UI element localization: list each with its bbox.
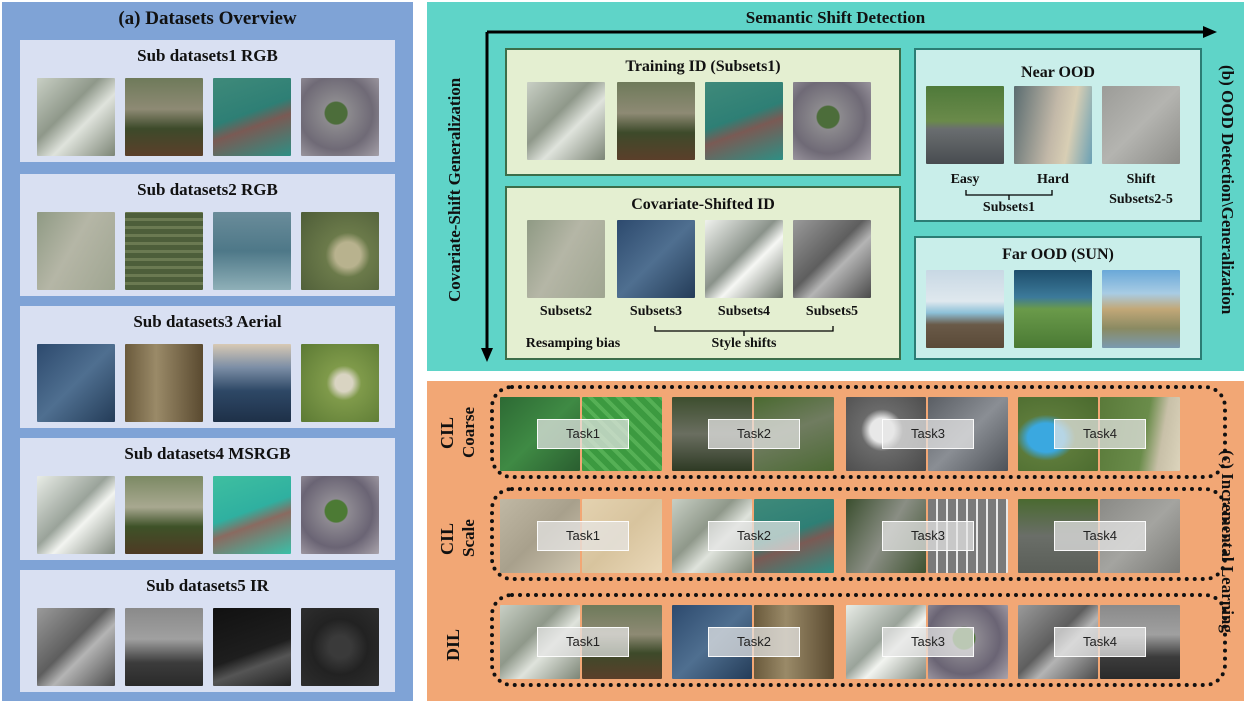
subset3-image-2 xyxy=(125,344,203,422)
dil-task4: Task4 xyxy=(1054,627,1146,657)
near-ood-image-shift xyxy=(1102,86,1180,164)
row1-label-cil: CIL xyxy=(437,417,457,450)
training-id-box: Training ID (Subsets1) xyxy=(505,48,901,176)
easy-label: Easy xyxy=(950,172,980,187)
subset1-title: Sub datasets1 RGB xyxy=(137,46,278,65)
subset1-box: Sub datasets1 RGB xyxy=(20,40,395,162)
ood-panel: Semantic Shift Detection Covariate-Shift… xyxy=(427,2,1244,371)
training-image-3 xyxy=(705,82,783,160)
dil-task2: Task2 xyxy=(708,627,800,657)
subset2-image-3 xyxy=(213,212,291,290)
subset2-image-4 xyxy=(301,212,379,290)
style-shifts-label: Style shifts xyxy=(711,336,777,351)
covariate-label-4: Subsets5 xyxy=(805,304,859,319)
y-axis-label: Covariate-Shift Generalization xyxy=(445,77,464,303)
subset2-image-1 xyxy=(37,212,115,290)
scale-task2: Task2 xyxy=(708,521,800,551)
dil-row: Task1 Task2 Task3 Task4 xyxy=(490,593,1227,687)
y-axis-arrowhead xyxy=(481,348,493,362)
near-ood-box: Near OOD Easy Hard Shift Subsets1 Subset… xyxy=(914,48,1202,222)
far-ood-box: Far OOD (SUN) xyxy=(914,236,1202,360)
subset5-title: Sub datasets5 IR xyxy=(146,576,269,595)
covariate-image-3 xyxy=(705,220,783,298)
covariate-label-2: Subsets3 xyxy=(629,304,683,319)
covariate-image-1 xyxy=(527,220,605,298)
far-ood-image-1 xyxy=(926,270,1004,348)
subset4-image-4 xyxy=(301,476,379,554)
subsets2-5-label: Subsets2-5 xyxy=(1109,192,1173,207)
subset3-image-4 xyxy=(301,344,379,422)
row1-label-coarse: Coarse xyxy=(459,407,478,459)
covariate-label-3: Subsets4 xyxy=(717,304,771,319)
near-ood-image-easy xyxy=(926,86,1004,164)
covariate-label-1: Subsets2 xyxy=(539,304,593,319)
subset1-image-1 xyxy=(37,78,115,156)
subset3-title: Sub datasets3 Aerial xyxy=(133,312,282,331)
panel-b-title: (b) OOD Detection\Generalization xyxy=(1218,65,1237,315)
resampling-bias-label: Resamping bias xyxy=(525,336,621,351)
subsets1-label: Subsets1 xyxy=(982,200,1036,215)
far-ood-image-3 xyxy=(1102,270,1180,348)
x-axis-label: Semantic Shift Detection xyxy=(745,8,926,27)
x-axis-arrowhead xyxy=(1203,26,1217,38)
coarse-task2: Task2 xyxy=(708,419,800,449)
subset3-image-3 xyxy=(213,344,291,422)
dil-task3: Task3 xyxy=(882,627,974,657)
training-image-2 xyxy=(617,82,695,160)
far-ood-title: Far OOD (SUN) xyxy=(1002,246,1114,263)
subset4-image-3 xyxy=(213,476,291,554)
far-ood-image-2 xyxy=(1014,270,1092,348)
covariate-image-2 xyxy=(617,220,695,298)
covariate-id-box: Covariate-Shifted ID Subsets2 Subsets3 S… xyxy=(505,186,901,360)
row3-label-dil: DIL xyxy=(443,629,463,662)
subset2-box: Sub datasets2 RGB xyxy=(20,174,395,296)
training-id-title: Training ID (Subsets1) xyxy=(625,58,781,75)
shift-label: Shift xyxy=(1126,172,1156,187)
training-image-1 xyxy=(527,82,605,160)
row2-label-scale: Scale xyxy=(459,519,478,557)
coarse-task1: Task1 xyxy=(537,419,629,449)
subset2-title: Sub datasets2 RGB xyxy=(137,180,278,199)
scale-task1: Task1 xyxy=(537,521,629,551)
scale-task3: Task3 xyxy=(882,521,974,551)
coarse-task4: Task4 xyxy=(1054,419,1146,449)
subset4-box: Sub datasets4 MSRGB xyxy=(20,438,395,560)
row2-label-cil: CIL xyxy=(437,523,457,556)
subset5-image-1 xyxy=(37,608,115,686)
panel-a-title: (a) Datasets Overview xyxy=(118,8,297,29)
covariate-id-title: Covariate-Shifted ID xyxy=(631,196,775,213)
incremental-learning-panel: (c) Incremental Learning CIL Coarse Task… xyxy=(427,381,1244,701)
subset3-box: Sub datasets3 Aerial xyxy=(20,306,395,428)
subset5-image-2 xyxy=(125,608,203,686)
subset4-title: Sub datasets4 MSRGB xyxy=(124,444,291,463)
subset4-image-2 xyxy=(125,476,203,554)
subset2-image-2 xyxy=(125,212,203,290)
hard-label: Hard xyxy=(1037,172,1069,187)
subset5-image-4 xyxy=(301,608,379,686)
scale-task4: Task4 xyxy=(1054,521,1146,551)
coarse-task3: Task3 xyxy=(882,419,974,449)
cil-coarse-row: Task1 Task2 Task3 Task4 xyxy=(490,385,1227,479)
cil-scale-row: Task1 Task2 Task3 Task4 xyxy=(490,487,1227,581)
subset5-image-3 xyxy=(213,608,291,686)
subset1-image-2 xyxy=(125,78,203,156)
near-ood-title: Near OOD xyxy=(1021,64,1095,81)
subset1-image-4 xyxy=(301,78,379,156)
covariate-image-4 xyxy=(793,220,871,298)
dil-task1: Task1 xyxy=(537,627,629,657)
style-shift-bracket xyxy=(654,326,834,336)
subset1-image-3 xyxy=(213,78,291,156)
subsets1-bracket xyxy=(965,190,1053,200)
datasets-overview-panel: (a) Datasets Overview Sub datasets1 RGB … xyxy=(2,2,413,701)
training-image-4 xyxy=(793,82,871,160)
axes-arrows xyxy=(481,26,1217,362)
subset5-box: Sub datasets5 IR xyxy=(20,570,395,692)
subset3-image-1 xyxy=(37,344,115,422)
subset4-image-1 xyxy=(37,476,115,554)
near-ood-image-hard xyxy=(1014,86,1092,164)
